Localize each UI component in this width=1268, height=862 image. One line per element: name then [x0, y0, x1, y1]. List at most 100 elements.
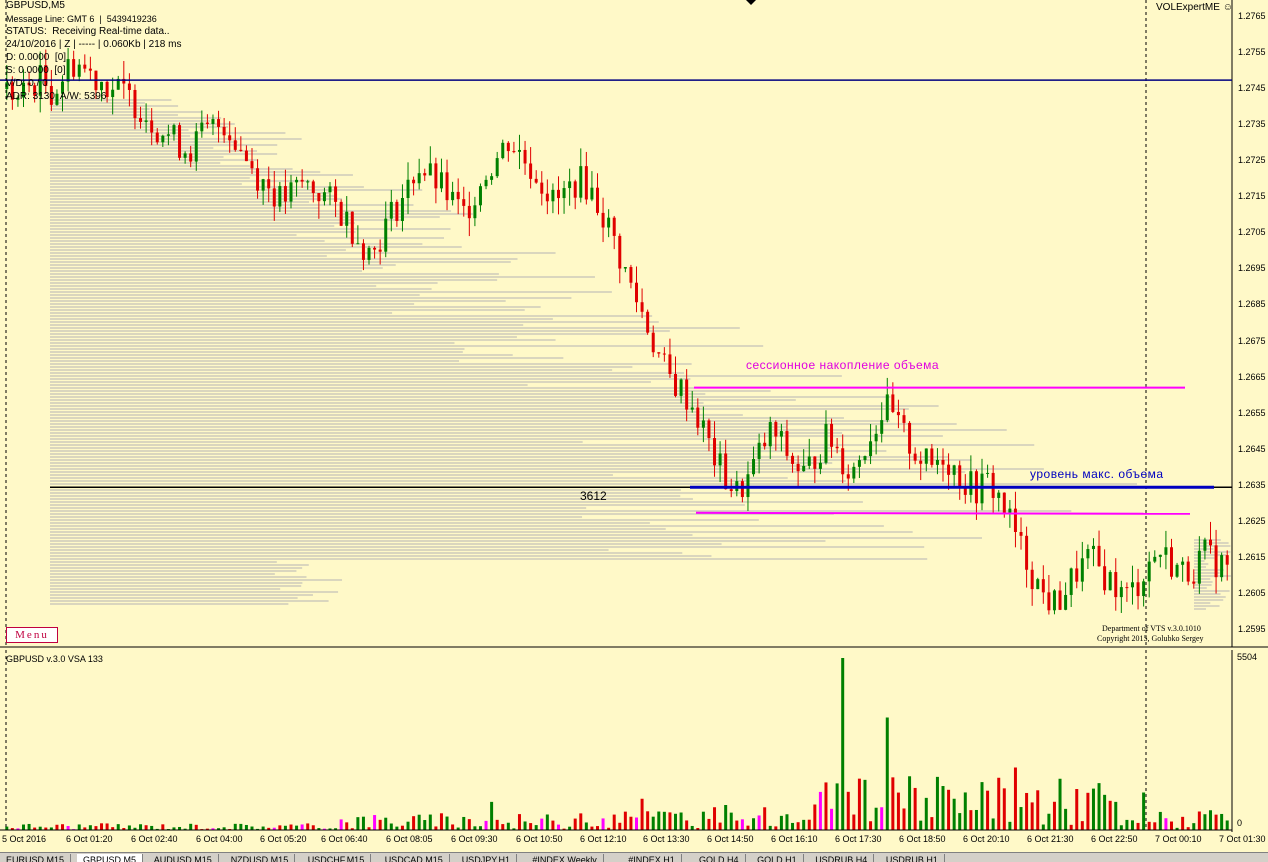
volume-bar — [545, 814, 549, 830]
volume-bar — [1214, 814, 1218, 830]
candle-body — [1013, 508, 1017, 532]
volume-bar — [735, 820, 739, 830]
volume-bar — [724, 805, 728, 830]
candle-body — [111, 89, 115, 98]
chart-tab[interactable]: USDRUB,H1 — [880, 854, 945, 862]
volume-bar — [300, 824, 304, 830]
volume-bar — [551, 820, 555, 830]
candle-body — [824, 423, 828, 463]
volume-bar — [623, 811, 627, 830]
candle-body — [506, 142, 510, 152]
candle-body — [1158, 554, 1162, 557]
volume-max-label: 5504 — [1237, 652, 1258, 662]
candle-body — [1103, 566, 1107, 591]
candle-body — [211, 119, 215, 124]
volume-bar — [222, 827, 226, 830]
volume-bar — [1013, 767, 1017, 830]
candle-body — [412, 179, 416, 184]
candle-body — [1175, 564, 1179, 577]
volume-bar — [1041, 824, 1045, 830]
volume-bar — [1130, 820, 1134, 830]
time-tick: 6 Oct 06:40 — [321, 834, 368, 844]
time-tick: 5 Oct 2016 — [2, 834, 47, 844]
candle-body — [941, 459, 945, 465]
menu-button[interactable]: Menu — [6, 627, 58, 643]
volume-bar — [49, 827, 53, 830]
candle-body — [590, 187, 594, 200]
volume-bar — [1091, 788, 1095, 830]
volume-bar — [133, 827, 137, 830]
candle-body — [1030, 569, 1034, 590]
chart-tab[interactable]: USDCAD,M15 — [379, 854, 450, 862]
candle-body — [83, 64, 87, 69]
price-tick: 1.2695 — [1238, 263, 1266, 274]
volume-bar — [289, 824, 293, 830]
volume-bar — [752, 818, 756, 830]
candle-body — [913, 453, 917, 461]
chart-tab[interactable]: GOLD,H4 — [693, 854, 746, 862]
chart-tab[interactable]: USDRUB,H4 — [809, 854, 875, 862]
candle-body — [534, 178, 538, 183]
candle-body — [406, 179, 410, 199]
candle-body — [200, 122, 204, 132]
chart-tab[interactable]: EURUSD,M15 — [0, 854, 72, 862]
price-chart[interactable]: 3612 сессионное накопление объема уровен… — [0, 0, 1268, 650]
volume-bar — [322, 828, 326, 830]
chart-tab[interactable]: GBPUSD,M5 — [77, 854, 144, 862]
candle-body — [1002, 492, 1006, 514]
chart-tab[interactable]: #INDEX,Weekly — [526, 854, 604, 862]
candle-body — [880, 420, 884, 434]
volume-bar — [417, 814, 421, 830]
candle-body — [322, 192, 326, 202]
candle-body — [657, 352, 661, 354]
volume-bar — [1080, 821, 1084, 830]
candle-body — [1214, 545, 1218, 578]
volume-bar — [161, 824, 165, 830]
candle-body — [1197, 550, 1201, 584]
chart-tab[interactable]: GOLD,H1 — [751, 854, 804, 862]
volume-zero-label: 0 — [1237, 818, 1243, 828]
volume-bar — [573, 818, 577, 830]
candle-body — [194, 131, 198, 162]
volume-bar — [846, 791, 850, 830]
volume-bar — [22, 824, 26, 830]
time-tick: 6 Oct 09:30 — [451, 834, 498, 844]
candle-body — [768, 422, 772, 447]
volume-bar — [1058, 778, 1062, 830]
volume-bar — [33, 827, 37, 830]
candle-body — [100, 81, 104, 91]
volume-bar — [1136, 822, 1140, 830]
price-tick: 1.2735 — [1238, 119, 1266, 130]
candle-body — [1169, 547, 1173, 577]
candle-body — [1058, 590, 1062, 610]
volume-bar — [139, 824, 143, 830]
volume-chart[interactable] — [0, 650, 1268, 832]
volume-bar — [1030, 802, 1034, 830]
volume-bar — [785, 814, 789, 830]
volume-bar — [779, 815, 783, 830]
candle-body — [300, 179, 304, 182]
chart-tab[interactable]: NZDUSD,M15 — [225, 854, 296, 862]
max-volume-annotation: уровень макс. объема — [1030, 467, 1164, 481]
chart-tab[interactable]: AUDUSD,M15 — [148, 854, 219, 862]
volume-bar — [568, 826, 572, 830]
candle-body — [44, 65, 48, 86]
candle-body — [1192, 581, 1196, 584]
candle-body — [1220, 555, 1224, 578]
volume-bar — [111, 827, 115, 830]
volume-bar — [963, 792, 967, 830]
volume-bar — [239, 823, 243, 830]
volume-bar — [857, 778, 861, 830]
candle-body — [908, 422, 912, 454]
volume-bar — [991, 818, 995, 830]
time-tick: 6 Oct 12:10 — [580, 834, 627, 844]
volume-bar — [674, 813, 678, 830]
volume-bar — [456, 827, 460, 830]
volume-bar — [439, 813, 443, 830]
date-line: 24/10/2016 | Z | ----- | 0.060Kb | 218 m… — [6, 39, 182, 50]
chart-tab[interactable]: #INDEX,H1 — [622, 854, 682, 862]
chart-tab[interactable]: USDCHF,M15 — [302, 854, 372, 862]
candle-body — [763, 442, 767, 447]
chart-tab[interactable]: USDJPY,H1 — [456, 854, 518, 862]
expert-name: VOLExpertME — [1156, 2, 1220, 13]
